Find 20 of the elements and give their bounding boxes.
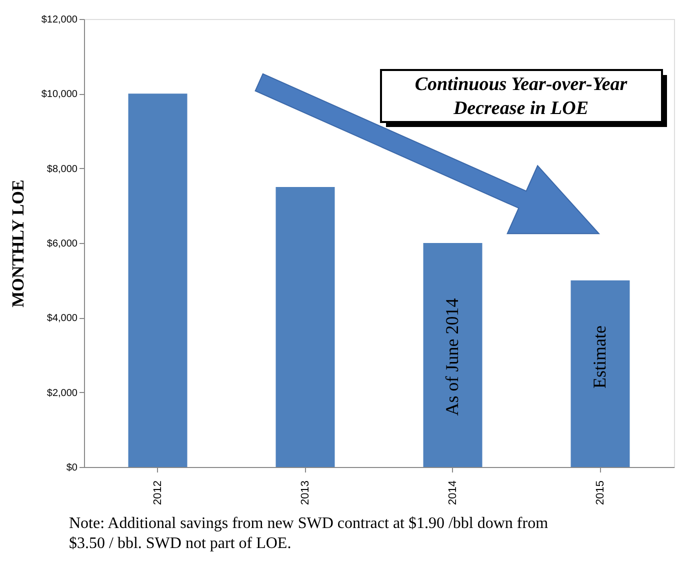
text: Note: Additional savings from new SWD contract at $1.90 /bbl down from $3.50 / bbl. SWD not part of LOE. [69, 515, 549, 552]
x-tick-label: 2015 [594, 480, 606, 505]
y-tick-label: $10,000 [41, 89, 78, 100]
y-tick-label: $4,000 [46, 313, 78, 324]
y-tick-label: $8,000 [46, 164, 78, 175]
annotation: Estimate [589, 326, 610, 388]
y-tick-label: $12,000 [41, 14, 78, 26]
bar [276, 187, 335, 467]
y-tick-label: $2,000 [46, 388, 78, 399]
annotation: As of June 2014 [442, 298, 462, 416]
y-axis-title: MONTHLY LOE [8, 180, 28, 308]
x-tick-label: 2014 [446, 480, 459, 505]
x-tick-label: 2012 [152, 480, 164, 505]
x-tick-label: 2013 [299, 480, 312, 505]
y-tick-label: $6,000 [46, 238, 78, 250]
bar [570, 280, 630, 467]
bar [128, 94, 188, 467]
bar [423, 243, 482, 467]
text: Continuous Year-over-Year Decrease in LOE [414, 74, 628, 119]
y-tick-label: $0 [66, 462, 78, 474]
